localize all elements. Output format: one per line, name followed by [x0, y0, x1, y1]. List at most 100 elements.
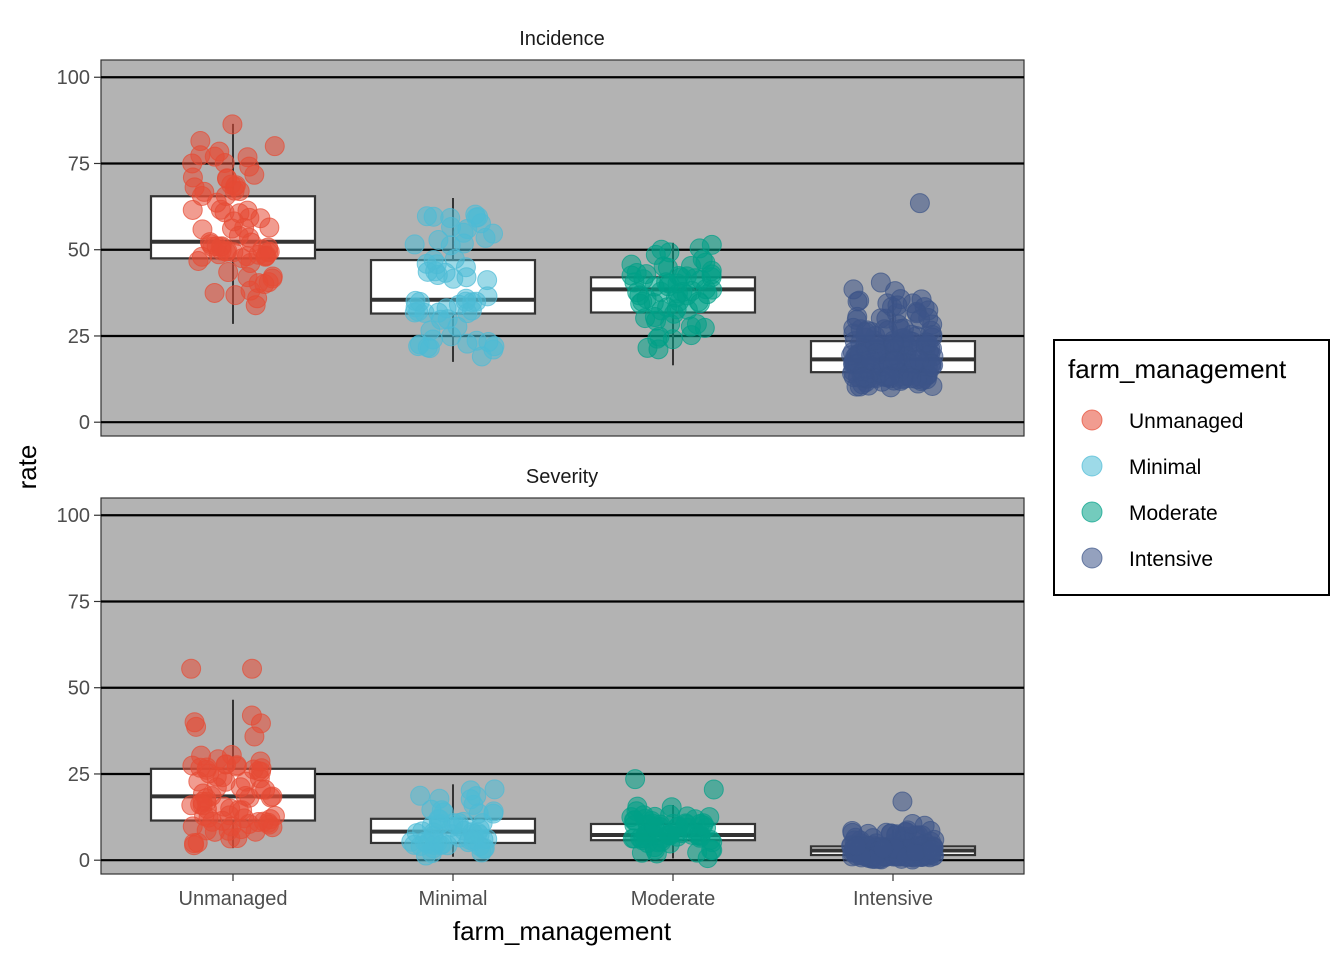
points-severity	[181, 658, 945, 870]
data-point	[241, 705, 262, 726]
data-point	[230, 777, 251, 798]
data-point	[453, 233, 474, 254]
data-point	[229, 203, 250, 224]
data-point	[901, 368, 922, 389]
data-point	[667, 826, 688, 847]
y-tick-label: 100	[57, 505, 90, 527]
data-point	[182, 199, 203, 220]
legend-swatch	[1081, 409, 1103, 431]
y-tick-label: 50	[68, 240, 90, 262]
x-tick-label: Unmanaged	[179, 888, 288, 910]
y-tick-label: 50	[68, 678, 90, 700]
data-point	[242, 658, 263, 679]
data-point	[621, 254, 642, 275]
data-point	[884, 350, 905, 371]
data-point	[846, 836, 867, 857]
data-point	[477, 270, 498, 291]
legend-title: farm_management	[1068, 354, 1287, 384]
data-point	[843, 279, 864, 300]
data-point	[910, 309, 931, 330]
data-point	[225, 285, 246, 306]
data-point	[431, 800, 452, 821]
data-point	[243, 759, 264, 780]
y-tick-label: 0	[79, 850, 90, 872]
x-tick-label: Minimal	[419, 888, 488, 910]
data-point	[432, 833, 453, 854]
legend-label: Unmanaged	[1129, 410, 1243, 433]
data-point	[428, 229, 449, 250]
data-point	[221, 816, 242, 837]
data-point	[885, 281, 906, 302]
data-point	[637, 337, 658, 358]
data-point	[697, 848, 718, 869]
data-point	[417, 337, 438, 358]
data-point	[693, 815, 714, 836]
data-point	[214, 796, 235, 817]
data-point	[643, 292, 664, 313]
data-point	[677, 806, 698, 827]
data-point	[239, 814, 260, 835]
data-point	[656, 272, 677, 293]
data-point	[630, 828, 651, 849]
data-point	[855, 322, 876, 343]
data-point	[444, 248, 465, 269]
data-point	[184, 835, 205, 856]
data-point	[922, 839, 943, 860]
legend-swatch	[1081, 455, 1103, 477]
data-point	[217, 241, 238, 262]
data-point	[468, 803, 489, 824]
data-point	[892, 791, 913, 812]
data-point	[423, 249, 444, 270]
x-tick-label: Intensive	[853, 888, 933, 910]
data-point	[190, 757, 211, 778]
legend: farm_management Unmanaged Minimal Moderate…	[1053, 339, 1330, 596]
legend-label: Moderate	[1129, 502, 1218, 525]
data-point	[410, 835, 431, 856]
data-point	[182, 153, 203, 174]
x-tick-label: Moderate	[631, 888, 716, 910]
data-point	[689, 238, 710, 259]
data-point	[215, 185, 236, 206]
y-tick-label: 75	[68, 591, 90, 613]
data-point	[416, 206, 437, 227]
y-tick-label: 25	[68, 326, 90, 348]
data-point	[877, 320, 898, 341]
data-point	[256, 245, 277, 266]
panel-title-incidence: Incidence	[519, 28, 605, 50]
data-point	[853, 367, 874, 388]
data-point	[660, 313, 681, 334]
data-point	[218, 262, 239, 283]
legend-label: Minimal	[1129, 456, 1201, 479]
data-point	[241, 232, 262, 253]
data-point	[436, 298, 457, 319]
data-point	[686, 314, 707, 335]
data-point	[262, 266, 283, 287]
x-axis: Unmanaged Minimal Moderate Intensive	[179, 874, 933, 910]
data-point	[466, 207, 487, 228]
data-point	[184, 177, 205, 198]
data-point	[181, 658, 202, 679]
data-point	[917, 333, 938, 354]
y-axis-incidence: 0 25 50 75 100	[57, 67, 101, 434]
data-point	[478, 332, 499, 353]
data-point	[645, 244, 666, 265]
data-point	[259, 217, 280, 238]
data-point	[192, 219, 213, 240]
data-point	[860, 349, 881, 370]
data-point	[909, 193, 930, 214]
data-point	[677, 299, 698, 320]
data-point	[404, 234, 425, 255]
data-point	[222, 114, 243, 135]
y-tick-label: 75	[68, 153, 90, 175]
data-point	[701, 267, 722, 288]
data-point	[212, 767, 233, 788]
data-point	[873, 838, 894, 859]
data-point	[623, 810, 644, 831]
data-point	[214, 152, 235, 173]
data-point	[264, 805, 285, 826]
data-point	[681, 280, 702, 301]
data-point	[190, 794, 211, 815]
data-point	[264, 136, 285, 157]
data-point	[245, 295, 266, 316]
